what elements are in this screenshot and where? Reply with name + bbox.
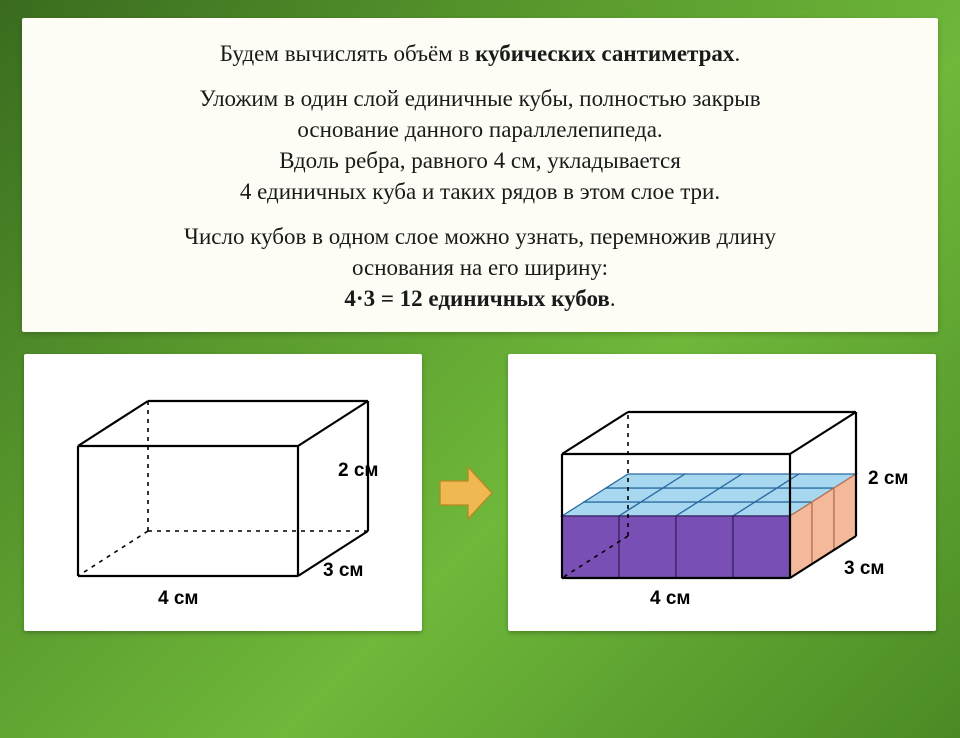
paragraph-1: Будем вычислять объём в кубических санти… — [50, 38, 910, 69]
p1-part-b: кубических сантиметрах — [475, 41, 734, 66]
cube-fronts — [562, 516, 790, 578]
wireframe-svg: 2 см 3 см 4 см — [38, 366, 408, 616]
paragraph-2: Уложим в один слой единичные кубы, полно… — [50, 83, 910, 207]
dim-length-left: 4 см — [158, 588, 198, 609]
p2-line-3: Вдоль ребра, равного 4 см, укладывается — [279, 148, 681, 173]
text-panel: Будем вычислять объём в кубических санти… — [22, 18, 938, 332]
wireframe-card: 2 см 3 см 4 см — [24, 354, 422, 631]
filled-card: 2 см 3 см 4 см — [508, 354, 936, 631]
dim-length-right: 4 см — [650, 588, 690, 609]
paragraph-3: Число кубов в одном слое можно узнать, п… — [50, 221, 910, 314]
arrow-icon — [434, 461, 496, 525]
p1-part-c: . — [734, 41, 740, 66]
p3-equation-dot: . — [610, 286, 616, 311]
p2-line-2: основание данного параллелепипеда. — [297, 117, 662, 142]
p3-line-2: основания на его ширину: — [352, 255, 608, 280]
dim-height-left: 2 см — [338, 460, 378, 481]
p1-part-a: Будем вычислять объём в — [220, 41, 475, 66]
p2-line-4: 4 единичных куба и таких рядов в этом сл… — [240, 179, 720, 204]
p3-line-1: Число кубов в одном слое можно узнать, п… — [184, 224, 776, 249]
dim-width-right: 3 см — [844, 558, 884, 579]
arrow-wrap — [434, 461, 496, 525]
p3-equation: 4·3 = 12 единичных кубов — [344, 286, 609, 311]
dim-width-left: 3 см — [323, 560, 363, 581]
diagrams-row: 2 см 3 см 4 см — [0, 354, 960, 631]
p2-line-1: Уложим в один слой единичные кубы, полно… — [199, 86, 760, 111]
filled-svg: 2 см 3 см 4 см — [522, 366, 922, 616]
dim-height-right: 2 см — [868, 468, 908, 489]
